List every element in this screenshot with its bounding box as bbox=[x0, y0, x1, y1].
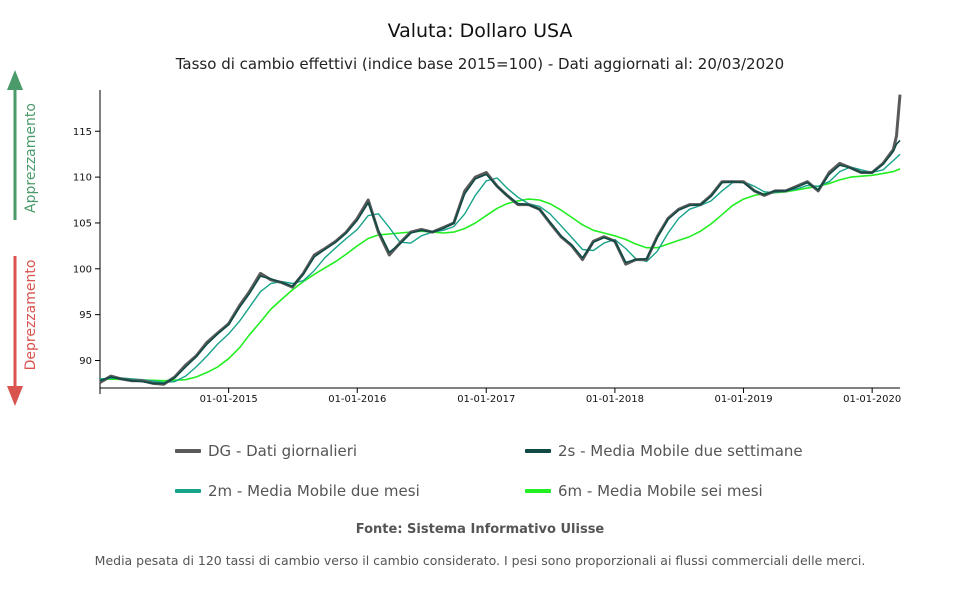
y-tick-label: 105 bbox=[73, 218, 92, 229]
chart-title: Valuta: Dollaro USA bbox=[387, 20, 573, 42]
appreciation-arrow: Apprezzamento bbox=[7, 70, 39, 220]
depreciation-label: Deprezzamento bbox=[23, 260, 39, 371]
y-tick-label: 110 bbox=[73, 173, 92, 184]
y-tick-label: 100 bbox=[73, 264, 92, 275]
arrow-down-icon bbox=[7, 386, 23, 406]
series-line-dg bbox=[99, 94, 902, 386]
x-axis-ticks: 01-01-2015 01-01-2016 01-01-2017 01-01-2018… bbox=[99, 388, 901, 405]
series-layer bbox=[99, 94, 902, 386]
series-line-6m bbox=[99, 168, 901, 382]
x-tick-label: 01-01-2018 bbox=[586, 394, 644, 405]
y-tick-label: 90 bbox=[79, 356, 92, 367]
source-note: Fonte: Sistema Informativo Ulisse bbox=[355, 522, 605, 537]
y-axis-ticks: 90 95 100 105 110 115 bbox=[73, 127, 100, 367]
x-tick-label: 01-01-2020 bbox=[843, 394, 901, 405]
methodology-note: Media pesata di 120 tassi di cambio vers… bbox=[94, 553, 866, 568]
y-tick-label: 95 bbox=[79, 310, 92, 321]
series-line-2m bbox=[99, 153, 901, 384]
y-tick-label: 115 bbox=[73, 127, 92, 138]
x-tick-label: 01-01-2017 bbox=[457, 394, 515, 405]
x-tick-label: 01-01-2015 bbox=[200, 394, 258, 405]
x-tick-label: 01-01-2016 bbox=[328, 394, 386, 405]
arrow-up-icon bbox=[7, 70, 23, 90]
appreciation-label: Apprezzamento bbox=[23, 103, 39, 213]
depreciation-arrow: Deprezzamento bbox=[7, 256, 39, 406]
series-line-2s bbox=[99, 139, 901, 385]
chart-subtitle: Tasso di cambio effettivi (indice base 2… bbox=[175, 55, 785, 73]
x-tick-label: 01-01-2019 bbox=[714, 394, 772, 405]
